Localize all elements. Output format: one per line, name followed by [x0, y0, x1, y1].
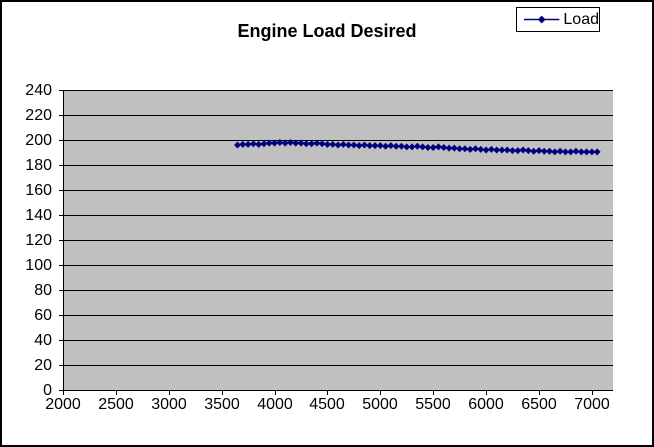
- data-point-marker: [572, 147, 580, 155]
- data-point-marker: [360, 141, 368, 149]
- data-point-marker: [271, 139, 279, 147]
- x-tick-label: 5500: [415, 396, 451, 413]
- data-point-marker: [371, 142, 379, 150]
- legend: Load: [516, 7, 600, 32]
- y-tick-label: 160: [25, 182, 52, 199]
- data-point-marker: [397, 142, 405, 150]
- x-tick-label: 5000: [362, 396, 398, 413]
- data-point-marker: [292, 139, 300, 147]
- y-tick-label: 140: [25, 207, 52, 224]
- x-tick-label: 6500: [521, 396, 557, 413]
- data-point-marker: [334, 141, 342, 149]
- data-point-marker: [339, 140, 347, 148]
- data-point-marker: [366, 142, 374, 150]
- data-point-marker: [593, 148, 601, 156]
- data-point-marker: [440, 144, 448, 151]
- data-point-marker: [556, 147, 564, 155]
- data-point-marker: [392, 142, 400, 150]
- x-tick-label: 3500: [204, 396, 240, 413]
- data-point-marker: [281, 139, 289, 147]
- data-point-marker: [551, 148, 559, 156]
- data-point-marker: [413, 142, 421, 150]
- data-point-marker: [286, 139, 294, 146]
- data-point-marker: [345, 141, 353, 149]
- chart-title: Engine Load Desired: [237, 21, 417, 41]
- data-point-marker: [403, 143, 411, 151]
- data-point-marker: [313, 139, 321, 147]
- data-point-marker: [419, 143, 427, 151]
- y-tick-label: 100: [25, 257, 52, 274]
- y-tick-label: 60: [34, 307, 52, 324]
- data-point-marker: [487, 145, 495, 153]
- data-point-marker: [514, 147, 522, 155]
- x-tick-label: 7000: [574, 396, 610, 413]
- data-point-marker: [239, 140, 247, 148]
- data-point-marker: [434, 143, 442, 151]
- data-point-marker: [244, 140, 252, 148]
- y-tick-label: 120: [25, 232, 52, 249]
- data-point-marker: [577, 148, 585, 156]
- data-point-marker: [503, 146, 511, 154]
- data-point-marker: [450, 144, 458, 152]
- legend-series-marker-icon: [523, 15, 560, 24]
- data-point-marker: [249, 140, 257, 148]
- data-point-marker: [535, 147, 543, 155]
- y-tick-label: 200: [25, 132, 52, 149]
- data-point-marker: [355, 142, 363, 150]
- data-point-marker: [323, 140, 331, 148]
- x-tick-label: 3000: [151, 396, 187, 413]
- data-point-marker: [466, 145, 474, 153]
- data-point-marker: [265, 139, 273, 147]
- x-tick-label: 4000: [257, 396, 293, 413]
- y-tick-label: 0: [43, 382, 52, 399]
- data-point-marker: [530, 147, 538, 155]
- data-point-marker: [445, 144, 453, 152]
- data-point-marker: [429, 144, 437, 151]
- data-point-marker: [524, 147, 532, 155]
- data-point-marker: [318, 140, 326, 148]
- data-point-marker: [308, 140, 316, 148]
- data-point-marker: [387, 142, 395, 150]
- data-point-marker: [382, 142, 390, 150]
- x-tick-label: 4500: [309, 396, 345, 413]
- y-tick-label: 20: [34, 357, 52, 374]
- data-point-marker: [329, 140, 337, 148]
- data-point-marker: [477, 145, 485, 153]
- data-point-marker: [498, 146, 506, 154]
- y-tick-label: 220: [25, 107, 52, 124]
- data-point-marker: [561, 148, 569, 156]
- y-tick-label: 240: [25, 82, 52, 99]
- data-point-marker: [472, 145, 479, 153]
- data-point-marker: [540, 147, 548, 155]
- y-tick-label: 40: [34, 332, 52, 349]
- data-point-marker: [276, 139, 284, 146]
- data-point-marker: [456, 145, 464, 153]
- data-point-marker: [350, 141, 358, 149]
- x-tick-label: 2500: [98, 396, 134, 413]
- data-point-marker: [546, 147, 554, 155]
- y-tick-label: 80: [34, 282, 52, 299]
- data-point-marker: [302, 140, 310, 148]
- data-point-marker: [260, 140, 268, 148]
- legend-label: Load: [563, 10, 599, 28]
- x-tick-label: 6000: [468, 396, 504, 413]
- data-point-marker: [509, 147, 517, 155]
- data-point-marker: [408, 143, 416, 151]
- data-point-marker: [424, 144, 432, 151]
- data-point-marker: [493, 146, 501, 154]
- data-point-marker: [376, 142, 384, 150]
- data-point-marker: [482, 146, 490, 154]
- data-point-marker: [255, 140, 263, 148]
- data-point-marker: [461, 145, 469, 153]
- data-point-marker: [519, 146, 527, 154]
- data-point-marker: [297, 139, 305, 147]
- data-point-marker: [234, 141, 242, 149]
- data-point-marker: [588, 148, 596, 156]
- y-tick-label: 180: [25, 157, 52, 174]
- data-point-marker: [567, 148, 575, 156]
- data-point-marker: [583, 148, 591, 156]
- x-tick-label: 2000: [45, 396, 81, 413]
